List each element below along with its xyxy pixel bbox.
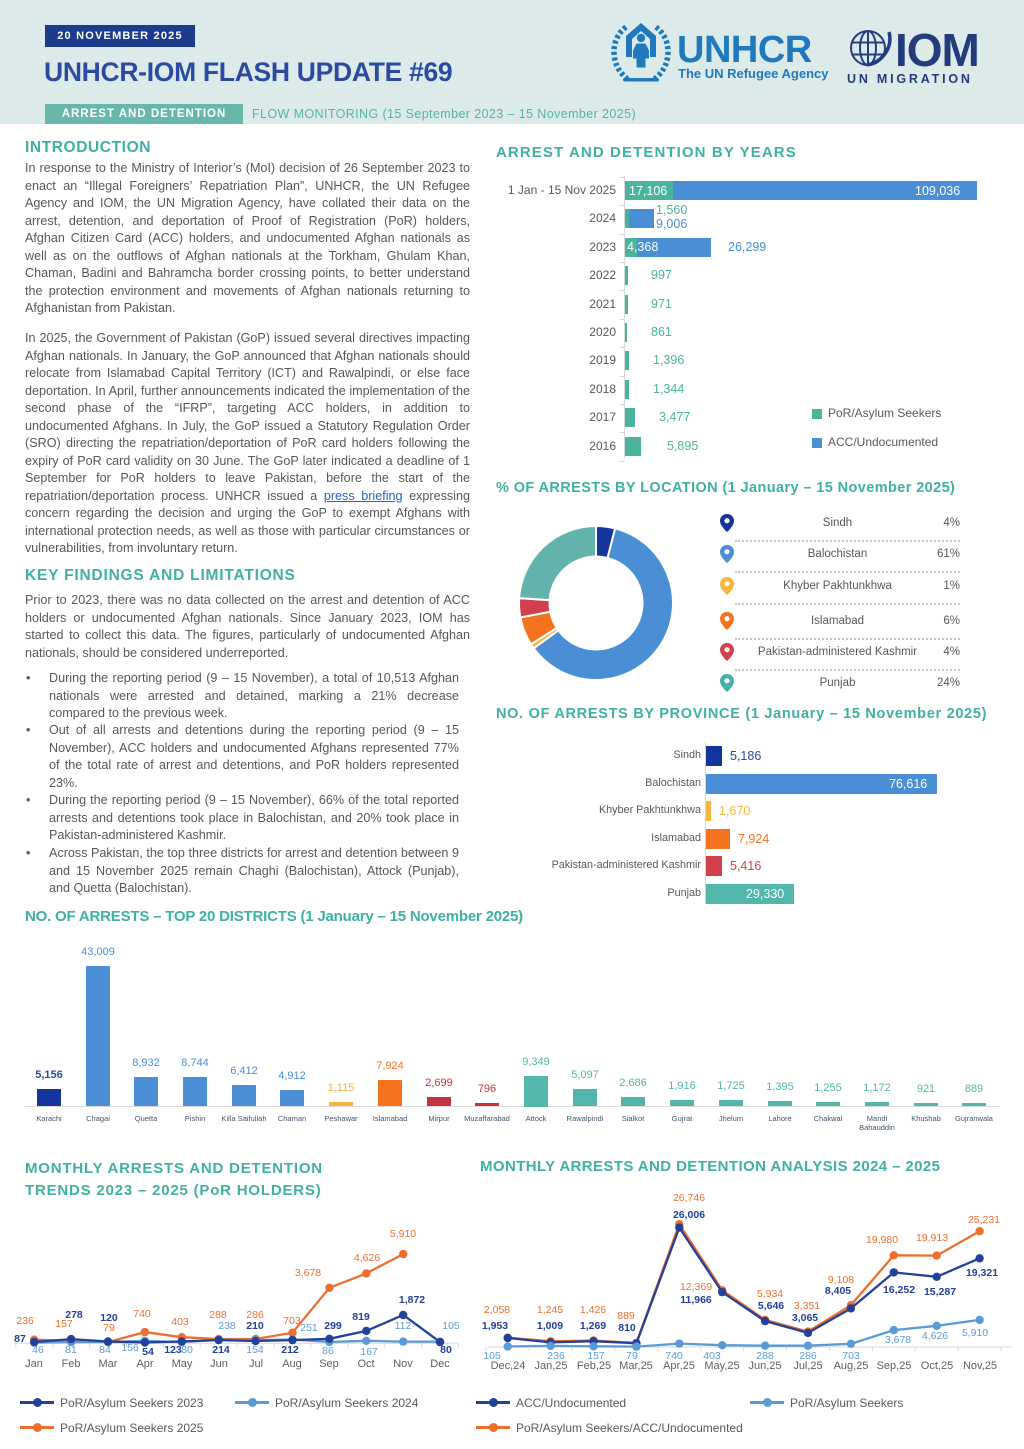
svg-text:UN MIGRATION: UN MIGRATION <box>847 72 973 86</box>
svg-text:UNHCR: UNHCR <box>677 29 812 71</box>
svg-text:The UN Refugee Agency: The UN Refugee Agency <box>678 66 829 81</box>
svg-text:IOM: IOM <box>895 24 979 76</box>
